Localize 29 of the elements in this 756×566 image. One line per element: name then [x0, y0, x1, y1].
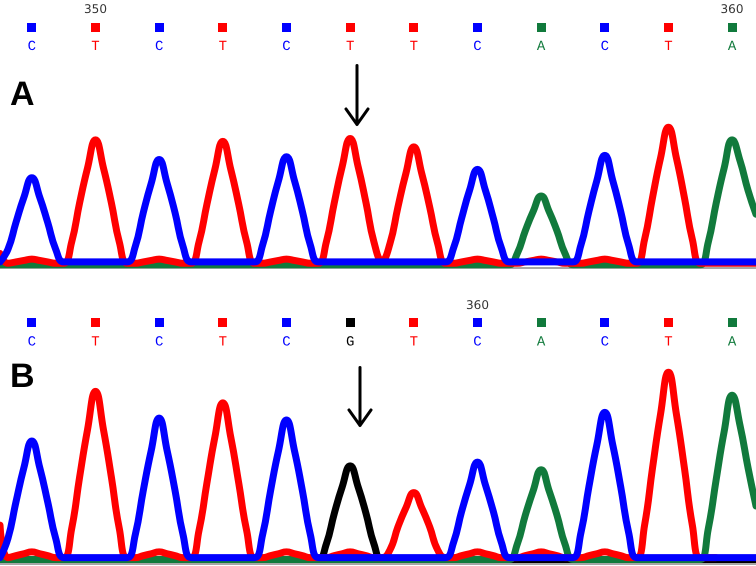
x-tick-label: G	[346, 334, 354, 350]
x-tick-label: C	[154, 334, 164, 350]
text: 360	[720, 2, 744, 16]
x-tick-label: T	[410, 39, 418, 55]
x-tick-label: T	[91, 39, 100, 55]
chart-title: A	[10, 75, 35, 113]
x-tick-label: T	[410, 334, 418, 350]
x-tick-label: T	[664, 39, 673, 55]
x-tick-label: A	[728, 39, 737, 55]
x-tick-label: C	[600, 39, 610, 55]
text: 350	[84, 2, 107, 16]
x-tick-label: C	[28, 39, 36, 55]
x-tick-label: C	[282, 334, 291, 350]
x-tick-label: A	[536, 334, 546, 350]
x-tick-label: C	[28, 334, 36, 350]
x-tick-label: C	[154, 39, 164, 55]
chart-title: B	[10, 357, 35, 395]
x-tick-label: T	[91, 334, 100, 350]
x-tick-label: T	[664, 334, 673, 350]
x-tick-label: C	[600, 334, 610, 350]
text: 360	[466, 298, 489, 312]
x-tick-label: A	[536, 39, 546, 55]
x-tick-label: C	[282, 39, 291, 55]
x-tick-label: A	[728, 334, 737, 350]
x-tick-label: C	[473, 334, 482, 350]
x-tick-label: T	[218, 334, 228, 350]
x-tick-label: T	[218, 39, 228, 55]
x-tick-label: C	[473, 39, 482, 55]
x-tick-label: T	[346, 39, 354, 55]
